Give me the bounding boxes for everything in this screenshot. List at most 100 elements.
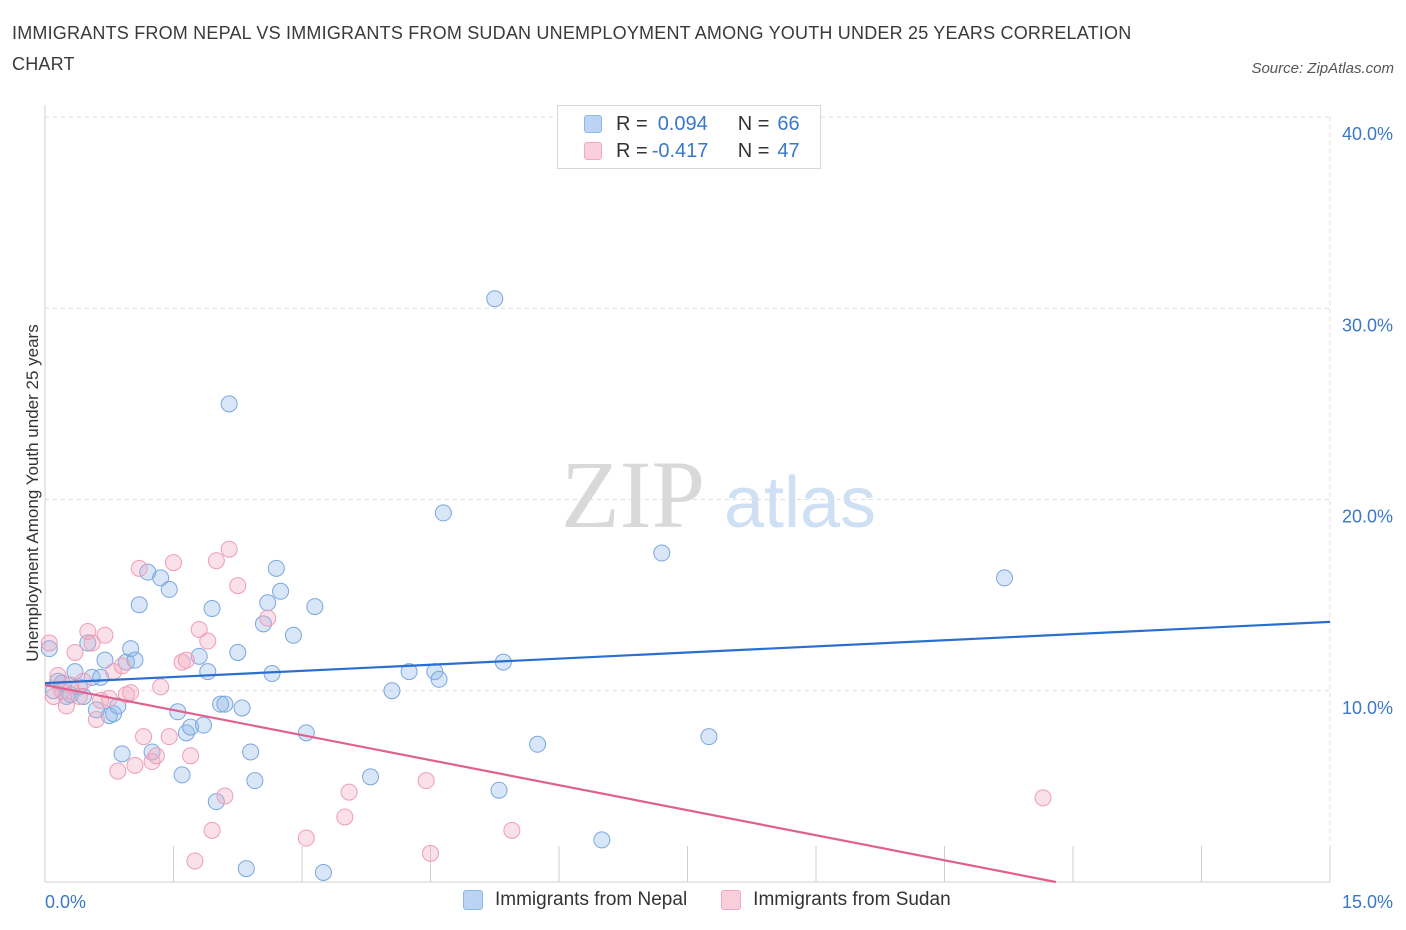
sudan-point <box>126 756 144 774</box>
sudan-point <box>340 783 358 801</box>
nepal-point <box>190 647 208 665</box>
nepal-point <box>229 644 247 661</box>
nepal-point <box>306 598 324 616</box>
nepal-point <box>284 626 302 644</box>
nepal-point <box>220 395 238 413</box>
sudan-n-label: N = <box>737 139 770 162</box>
nepal-point <box>490 781 508 799</box>
nepal-trend-line <box>44 620 1331 685</box>
tick-labels: 10.0% 20.0% 30.0% 40.0% 0.0% 15.0% <box>45 124 1393 912</box>
sudan-point <box>135 728 153 746</box>
nepal-r-label: R = <box>616 112 648 135</box>
nepal-n-value: 66 <box>777 112 800 135</box>
nepal-swatch <box>584 115 602 133</box>
sudan-point <box>207 552 225 570</box>
sudan-point <box>259 609 277 627</box>
nepal-point <box>130 596 148 614</box>
sudan-point <box>53 682 71 700</box>
correlation-legend: R = 0.094 N = 66 R = -0.417 N = 47 <box>557 105 821 169</box>
nepal-point <box>122 640 140 658</box>
sudan-point <box>336 808 354 826</box>
sudan-point <box>113 657 131 675</box>
nepal-point <box>152 569 170 587</box>
nepal-point <box>203 600 221 618</box>
sudan-point <box>152 678 170 696</box>
nepal-point <box>194 716 212 734</box>
sudan-point <box>503 821 521 839</box>
x-tick-label-max: 15.0% <box>1342 892 1393 912</box>
nepal-point <box>242 743 260 761</box>
sudan-trend-line <box>44 683 1057 884</box>
nepal-point <box>383 682 401 700</box>
sudan-point <box>165 554 182 572</box>
nepal-point <box>297 724 315 742</box>
legend-row-sudan: R = -0.417 N = 47 <box>584 138 800 164</box>
nepal-point <box>314 863 332 881</box>
y-tick-label: 20.0% <box>1342 507 1393 527</box>
sudan-point <box>130 559 148 577</box>
sudan-point <box>422 844 439 862</box>
sudan-point <box>173 653 191 671</box>
sudan-n-value: 47 <box>777 139 800 162</box>
nepal-point <box>87 701 105 719</box>
nepal-point <box>267 559 285 577</box>
sudan-point <box>40 634 58 652</box>
sudan-point <box>186 852 204 870</box>
chart-title: IMMIGRANTS FROM NEPAL VS IMMIGRANTS FROM… <box>12 23 1132 74</box>
sudan-point <box>182 747 200 765</box>
sudan-point <box>1034 789 1052 807</box>
sudan-point <box>297 829 315 847</box>
sudan-point <box>87 710 105 728</box>
y-tick-label: 10.0% <box>1342 698 1393 718</box>
data-points <box>40 290 1052 881</box>
nepal-point <box>995 569 1013 587</box>
sudan-point <box>45 687 63 705</box>
nepal-point <box>216 695 234 713</box>
sudan-r-label: R = <box>616 139 648 162</box>
legend-row-nepal: R = 0.094 N = 66 <box>584 111 800 137</box>
sudan-point <box>417 772 435 790</box>
sudan-point <box>66 644 84 661</box>
sudan-point <box>117 686 135 704</box>
nepal-point <box>400 663 418 681</box>
sudan-point <box>199 632 217 650</box>
nepal-point <box>486 290 504 308</box>
nepal-point <box>700 728 718 746</box>
watermark-atlas: atlas <box>724 463 876 543</box>
nepal-point <box>362 768 380 786</box>
sudan-swatch <box>584 142 602 160</box>
legend-sudan-swatch <box>721 890 742 910</box>
sudan-point <box>109 762 127 780</box>
sudan-point <box>96 626 114 644</box>
sudan-point <box>83 634 101 652</box>
legend-nepal-label: Immigrants from Nepal <box>495 889 688 910</box>
y-axis-title: Unemployment Among Youth under 25 years <box>23 324 42 662</box>
nepal-n-label: N = <box>737 112 770 135</box>
nepal-point <box>160 580 178 598</box>
nepal-point <box>237 860 255 878</box>
nepal-r-value: 0.094 <box>657 112 708 135</box>
watermark-zip: ZIP <box>561 441 705 548</box>
sudan-r-value: -0.417 <box>651 139 709 162</box>
axes <box>44 105 1331 883</box>
nepal-point <box>113 745 131 763</box>
y-tick-label: 40.0% <box>1342 124 1393 144</box>
source-label: Source: ZipAtlas.com <box>1251 60 1394 77</box>
nepal-point <box>96 651 114 669</box>
sudan-point <box>216 787 234 805</box>
sudan-point <box>79 622 97 640</box>
y-tick-label: 30.0% <box>1342 315 1393 335</box>
sudan-point <box>177 651 195 669</box>
sudan-point <box>160 728 178 746</box>
sudan-point <box>147 747 165 765</box>
sudan-point <box>122 684 140 702</box>
nepal-point <box>246 772 264 790</box>
nepal-point <box>259 594 277 612</box>
nepal-point <box>40 640 58 658</box>
nepal-point <box>199 663 217 681</box>
watermark: ZIP atlas <box>561 441 876 548</box>
nepal-point <box>173 766 191 784</box>
nepal-point <box>272 582 290 600</box>
nepal-point <box>233 699 251 717</box>
